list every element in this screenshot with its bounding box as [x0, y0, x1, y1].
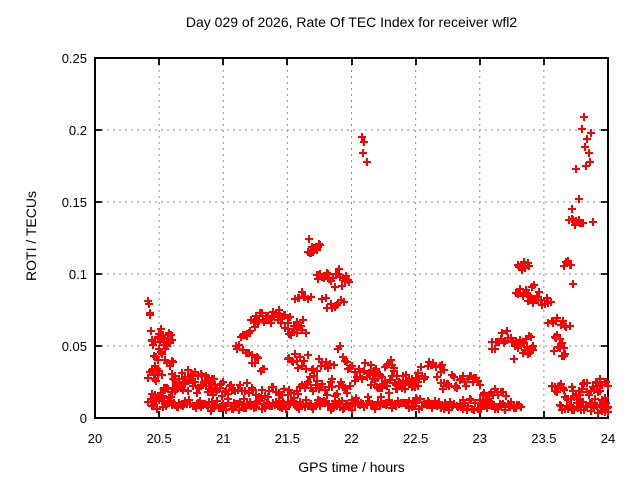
y-tick-label: 0.1	[68, 267, 87, 282]
y-tick-label: 0.05	[61, 339, 87, 354]
y-tick-label: 0.25	[61, 51, 87, 66]
x-tick-label: 21	[216, 431, 231, 446]
x-tick-label: 22	[344, 431, 359, 446]
x-tick-label: 23	[472, 431, 487, 446]
y-tick-label: 0.15	[61, 195, 87, 210]
chart-title: Day 029 of 2026, Rate Of TEC Index for r…	[185, 14, 518, 30]
x-tick-label: 24	[600, 431, 616, 446]
x-tick-label: 21.5	[274, 431, 301, 446]
x-tick-label: 20	[87, 431, 103, 446]
y-tick-label: 0	[79, 411, 87, 426]
x-tick-label: 20.5	[146, 431, 172, 446]
x-tick-label: 22.5	[402, 431, 429, 446]
y-tick-label: 0.2	[68, 123, 87, 138]
y-axis-label: ROTI / TECUs	[23, 191, 39, 281]
x-tick-label: 23.5	[531, 431, 557, 446]
x-axis-label: GPS time / hours	[298, 459, 405, 475]
scatter-markers	[144, 113, 612, 417]
